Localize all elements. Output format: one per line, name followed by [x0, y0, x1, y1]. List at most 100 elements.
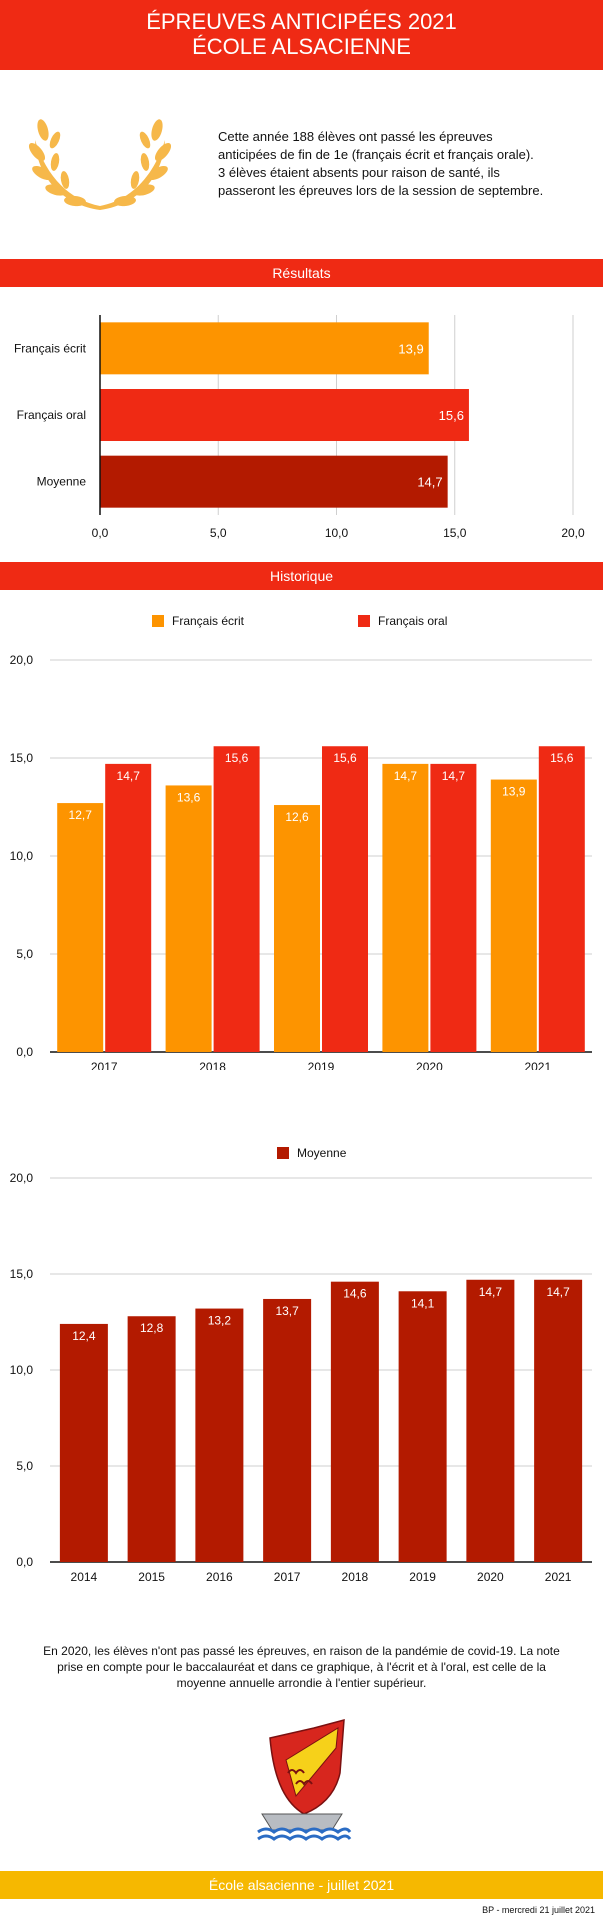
data-label: 14,7: [394, 769, 418, 783]
y-tick-label: 15,0: [10, 1267, 34, 1281]
legend-label: Français écrit: [172, 614, 245, 628]
footer-date: BP - mercredi 21 juillet 2021: [482, 1905, 595, 1915]
x-tick-label: 2016: [206, 1570, 233, 1584]
x-tick-label: 2019: [409, 1570, 436, 1584]
data-label: 12,7: [69, 808, 93, 822]
y-category-label: Français écrit: [14, 341, 87, 355]
y-tick-label: 5,0: [16, 1459, 33, 1473]
x-tick-label: 20,0: [561, 526, 585, 540]
intro-line: anticipées de fin de 1e (français écrit …: [218, 147, 534, 162]
bar: [127, 1316, 176, 1562]
covid-note: En 2020, les élèves n'ont pas passé les …: [20, 1643, 583, 1691]
bar: [490, 779, 537, 1052]
x-tick-label: 2014: [71, 1570, 98, 1584]
history-chart: Français écrit Français oral 0,0 5,0 10,0 15,…: [10, 614, 592, 1070]
data-label: 14,7: [117, 769, 141, 783]
data-label: 14,7: [417, 475, 442, 490]
bar: [57, 803, 104, 1052]
bar: [534, 1279, 583, 1562]
average-chart: Moyenne 0,0 5,0 10,0 15,0 20,0 12,4 2014 12,8 201…: [10, 1146, 592, 1584]
section-resultats: Résultats: [0, 259, 603, 287]
bar: [466, 1279, 515, 1562]
x-tick-label: 10,0: [325, 526, 349, 540]
bar: [100, 322, 429, 375]
legend-swatch: [358, 615, 370, 627]
bar: [165, 785, 212, 1052]
intro-line: Cette année 188 élèves ont passé les épr…: [218, 129, 493, 144]
y-tick-label: 0,0: [16, 1045, 33, 1059]
x-tick-label: 15,0: [443, 526, 467, 540]
data-label: 13,7: [275, 1304, 299, 1318]
page-header: ÉPREUVES ANTICIPÉES 2021 ÉCOLE ALSACIENN…: [0, 0, 603, 70]
legend-label: Français oral: [378, 614, 447, 628]
data-label: 14,7: [479, 1285, 503, 1299]
intro-line: passeront les épreuves lors de la sessio…: [218, 183, 544, 198]
bar: [213, 746, 260, 1052]
x-tick-label: 0,0: [92, 526, 109, 540]
y-tick-label: 5,0: [16, 947, 33, 961]
y-tick-label: 20,0: [10, 1171, 34, 1185]
intro-text: Cette année 188 élèves ont passé les épr…: [218, 128, 588, 200]
data-label: 14,1: [411, 1296, 435, 1310]
laurel-wreath-icon: [28, 119, 172, 210]
header-title-line2: ÉCOLE ALSACIENNE: [192, 34, 411, 59]
x-tick-label: 2021: [524, 1060, 551, 1070]
data-label: 14,6: [343, 1287, 367, 1301]
school-crest-icon: [257, 1719, 352, 1841]
bar: [538, 746, 585, 1052]
header-title-line1: ÉPREUVES ANTICIPÉES 2021: [146, 9, 457, 34]
x-tick-label: 2020: [477, 1570, 504, 1584]
x-tick-label: 2019: [308, 1060, 335, 1070]
bar: [100, 455, 448, 508]
data-label: 13,9: [398, 341, 423, 356]
data-label: 13,2: [208, 1314, 232, 1328]
x-tick-label: 2018: [342, 1570, 369, 1584]
section-historique: Historique: [0, 562, 603, 590]
bar: [274, 805, 320, 1052]
data-label: 15,6: [439, 408, 464, 423]
results-chart: 0,0 5,0 10,0 15,0 20,0 Français écrit 13,9 Fran…: [14, 315, 585, 540]
data-label: 14,7: [442, 769, 466, 783]
y-tick-label: 10,0: [10, 849, 34, 863]
x-tick-label: 5,0: [210, 526, 227, 540]
legend-label: Moyenne: [297, 1146, 347, 1160]
data-label: 14,7: [546, 1285, 570, 1299]
y-tick-label: 15,0: [10, 751, 34, 765]
y-tick-label: 10,0: [10, 1363, 34, 1377]
bar: [322, 746, 368, 1052]
bar: [398, 1291, 447, 1562]
data-label: 15,6: [550, 751, 574, 765]
bar: [105, 763, 152, 1052]
data-label: 12,8: [140, 1321, 164, 1335]
data-label: 13,6: [177, 790, 201, 804]
x-tick-label: 2017: [91, 1060, 118, 1070]
bar: [263, 1298, 312, 1562]
x-tick-label: 2015: [138, 1570, 165, 1584]
footer-bar: École alsacienne - juillet 2021: [0, 1871, 603, 1899]
x-tick-label: 2017: [274, 1570, 301, 1584]
legend-swatch: [152, 615, 164, 627]
note-line: moyenne annuelle arrondie à l'entier sup…: [176, 1676, 427, 1690]
bar: [195, 1308, 244, 1562]
x-tick-label: 2020: [416, 1060, 443, 1070]
bar: [330, 1281, 379, 1562]
data-label: 12,6: [285, 810, 309, 824]
note-line: En 2020, les élèves n'ont pas passé les …: [43, 1644, 560, 1658]
data-label: 12,4: [72, 1329, 96, 1343]
y-tick-label: 0,0: [16, 1555, 33, 1569]
intro-line: 3 élèves étaient absents pour raison de …: [218, 165, 500, 180]
data-label: 13,9: [502, 785, 526, 799]
x-tick-label: 2021: [545, 1570, 572, 1584]
data-label: 15,6: [225, 751, 249, 765]
legend-swatch: [277, 1147, 289, 1159]
bar: [100, 389, 469, 441]
y-tick-label: 20,0: [10, 653, 34, 667]
y-category-label: Français oral: [17, 408, 86, 422]
bar: [382, 763, 429, 1052]
data-label: 15,6: [333, 751, 357, 765]
bar: [430, 763, 477, 1052]
y-category-label: Moyenne: [37, 475, 87, 489]
bar: [59, 1323, 108, 1562]
note-line: prise en compte pour le baccalauréat et …: [57, 1660, 546, 1674]
